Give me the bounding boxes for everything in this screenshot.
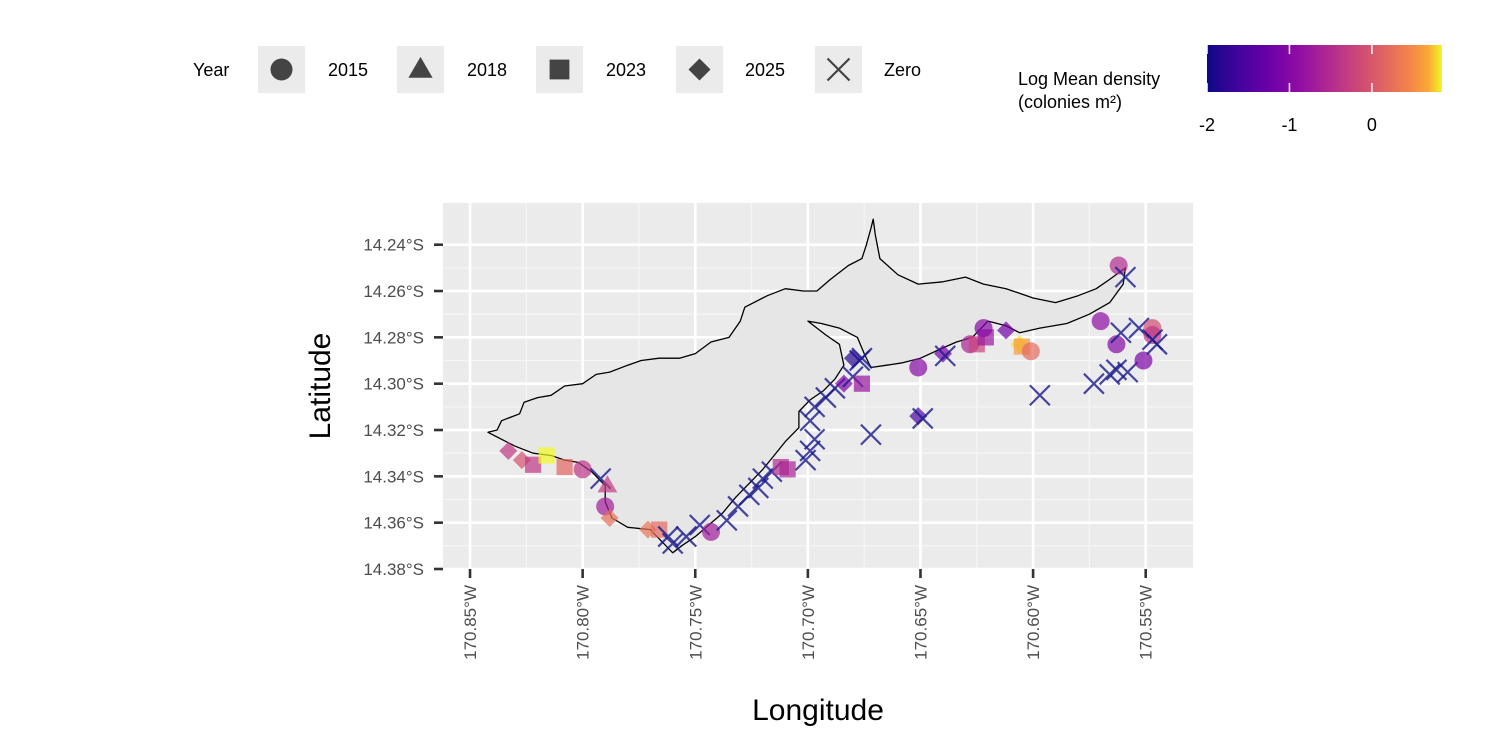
data-point-58	[1109, 256, 1128, 275]
data-point-27	[803, 428, 826, 451]
colorbar-tick-label-2: 0	[1367, 115, 1377, 135]
data-point-24	[779, 461, 796, 478]
data-point-29	[803, 396, 826, 418]
data-point-55	[1098, 363, 1121, 386]
data-point-47	[974, 319, 993, 338]
data-point-57	[1107, 335, 1126, 354]
legend-label-1: 2018	[467, 60, 507, 80]
legend-symbol-square	[549, 59, 570, 80]
data-point-53	[1083, 372, 1105, 395]
x-tick-label-5: 170.60°W	[1024, 585, 1043, 660]
data-point-4	[556, 458, 573, 476]
data-point-14	[675, 525, 698, 548]
x-axis-title: Longitude	[752, 694, 884, 727]
x-tick-label-3: 170.70°W	[799, 585, 818, 660]
y-tick-label-2: 14.28°S	[363, 328, 424, 347]
data-point-26	[799, 440, 821, 462]
data-point-40	[909, 407, 928, 426]
data-point-32	[834, 374, 853, 393]
x-tick-label-2: 170.75°W	[686, 585, 705, 660]
data-point-48	[997, 321, 1016, 340]
data-point-37	[851, 347, 873, 369]
legend-label-4: Zero	[884, 60, 921, 80]
data-point-65	[1143, 326, 1162, 345]
x-tick-label-0: 170.85°W	[461, 585, 480, 660]
legend-label-3: 2025	[745, 60, 785, 80]
data-point-59	[1114, 266, 1137, 288]
y-tick-label-6: 14.36°S	[363, 514, 424, 533]
data-point-0	[499, 441, 518, 460]
color-legend: Log Mean density (colonies m²) -2 -1 0	[1018, 45, 1442, 135]
legend-label-2: 2023	[606, 60, 646, 80]
legend-symbol-diamond	[688, 58, 711, 81]
data-point-43	[934, 345, 957, 367]
legend-symbol-cross	[826, 57, 851, 82]
x-tick-label-4: 170.65°W	[911, 585, 930, 660]
data-point-41	[911, 407, 934, 430]
island-coastline	[487, 218, 1127, 554]
y-tick-label-5: 14.34°S	[363, 467, 424, 486]
data-point-21	[752, 467, 774, 490]
data-point-51	[1021, 342, 1040, 361]
data-point-34	[853, 375, 871, 392]
color-legend-title-line2: (colonies m²)	[1018, 92, 1122, 112]
data-point-62	[1134, 351, 1153, 370]
y-tick-label-0: 14.24°S	[363, 236, 424, 255]
y-tick-label-4: 14.32°S	[363, 421, 424, 440]
data-point-38	[860, 423, 882, 446]
color-legend-title-line1: Log Mean density	[1018, 69, 1160, 89]
data-points	[499, 256, 1168, 555]
legend-symbol-triangle	[408, 56, 433, 78]
data-point-19	[738, 484, 761, 506]
data-point-16	[702, 522, 721, 541]
data-point-12	[657, 525, 680, 548]
colorbar	[1207, 45, 1442, 92]
data-point-67	[1146, 333, 1168, 356]
data-point-52	[1029, 384, 1051, 407]
y-tick-label-7: 14.38°S	[363, 560, 424, 579]
data-point-9	[600, 509, 619, 528]
data-point-2	[524, 456, 542, 473]
data-point-7	[597, 475, 618, 493]
colorbar-tick-label-0: -2	[1199, 115, 1215, 135]
data-point-54	[1091, 312, 1110, 331]
y-tick-label-1: 14.26°S	[363, 282, 424, 301]
x-tick-label-6: 170.55°W	[1137, 585, 1156, 660]
legend-label-0: 2015	[328, 60, 368, 80]
data-point-5	[573, 460, 592, 479]
y-tick-label-3: 14.30°S	[363, 375, 424, 394]
data-point-13	[661, 532, 684, 555]
data-point-60	[1110, 321, 1132, 344]
data-point-61	[1116, 361, 1139, 383]
colorbar-tick-label-1: -1	[1281, 115, 1297, 135]
data-point-28	[799, 409, 821, 432]
axes: 170.85°W 170.80°W 170.75°W 170.70°W 170.65°W…	[363, 236, 1155, 660]
x-tick-label-1: 170.80°W	[574, 585, 593, 660]
shape-legend-title: Year	[193, 60, 229, 80]
data-point-39	[909, 358, 928, 377]
y-axis-title: Latitude	[304, 333, 337, 440]
data-point-3	[538, 447, 555, 464]
data-point-17	[716, 509, 738, 532]
legend-symbol-circle	[270, 58, 293, 81]
shape-legend: Year 2015 2018 2023 2025 Zero	[193, 46, 921, 93]
